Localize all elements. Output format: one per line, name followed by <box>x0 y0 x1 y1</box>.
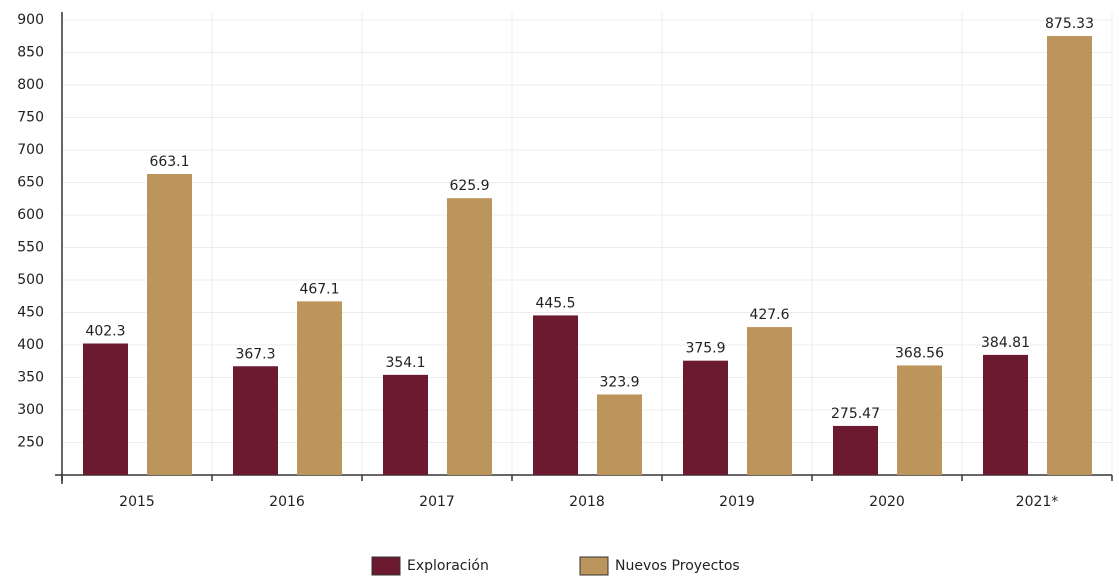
bar <box>447 198 492 476</box>
x-tick-label: 2015 <box>119 494 155 510</box>
y-tick-label: 300 <box>17 402 44 418</box>
y-tick-label: 850 <box>17 45 44 61</box>
legend-label: Exploración <box>407 558 489 574</box>
value-label: 323.9 <box>599 374 639 390</box>
value-label: 402.3 <box>85 324 125 340</box>
value-label: 368.56 <box>895 345 944 361</box>
value-label: 663.1 <box>149 154 189 170</box>
bar <box>1047 36 1092 476</box>
bar <box>833 425 878 475</box>
y-tick-label: 400 <box>17 337 44 353</box>
x-tick-label: 2018 <box>569 494 605 510</box>
legend-swatch <box>371 556 401 576</box>
y-tick-label: 650 <box>17 175 44 191</box>
y-tick-label: 250 <box>17 435 44 451</box>
x-tick-label: 2020 <box>869 494 905 510</box>
value-label: 275.47 <box>831 406 880 422</box>
legend-swatch <box>579 556 609 576</box>
x-tick-label: 2019 <box>719 494 755 510</box>
value-label: 354.1 <box>385 355 425 371</box>
bar <box>233 366 278 475</box>
y-tick-label: 900 <box>17 12 44 28</box>
y-tick-label: 500 <box>17 272 44 288</box>
value-label: 384.81 <box>981 335 1030 351</box>
x-tick-label: 2016 <box>269 494 305 510</box>
y-tick-label: 550 <box>17 240 44 256</box>
value-label: 445.5 <box>535 295 575 311</box>
bar <box>147 173 192 476</box>
y-tick-label: 800 <box>17 77 44 93</box>
bar <box>533 315 578 475</box>
value-label: 625.9 <box>449 178 489 194</box>
y-tick-label: 750 <box>17 110 44 126</box>
bar <box>897 365 942 475</box>
y-tick-label: 450 <box>17 305 44 321</box>
x-tick-label: 2017 <box>419 494 455 510</box>
bar <box>83 343 128 475</box>
bar <box>983 354 1028 475</box>
value-label: 367.3 <box>235 346 275 362</box>
value-label: 875.33 <box>1045 16 1094 32</box>
y-tick-label: 700 <box>17 142 44 158</box>
y-tick-label: 350 <box>17 370 44 386</box>
value-label: 375.9 <box>685 341 725 357</box>
legend-label: Nuevos Proyectos <box>615 558 740 574</box>
bar <box>597 394 642 475</box>
bar <box>683 360 728 475</box>
value-label: 467.1 <box>299 281 339 297</box>
y-tick-label: 600 <box>17 207 44 223</box>
bar <box>747 327 792 475</box>
bar <box>383 374 428 475</box>
x-tick-label: 2021* <box>1016 494 1059 510</box>
value-label: 427.6 <box>749 307 789 323</box>
bar <box>297 301 342 475</box>
